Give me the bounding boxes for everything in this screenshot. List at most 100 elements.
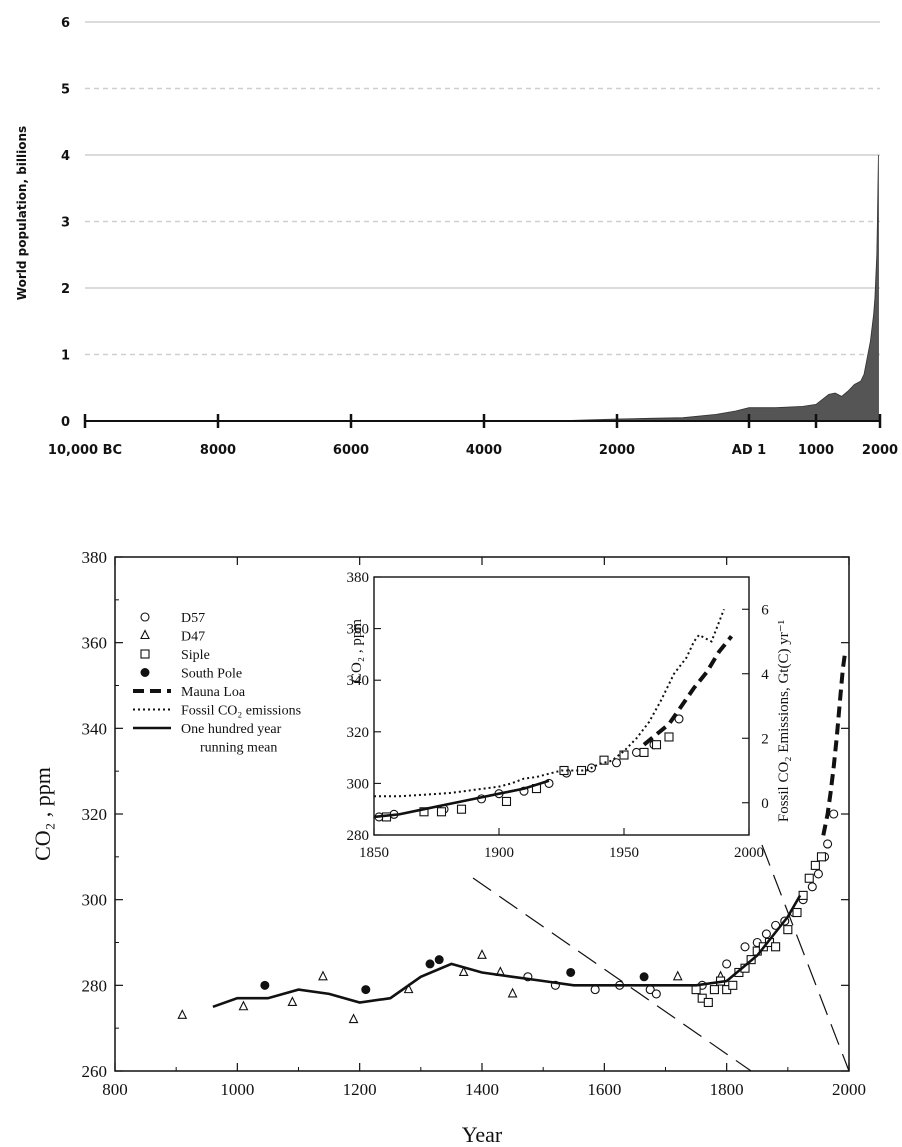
x-tick-label: 800 [102, 1080, 128, 1099]
x-tick-label: 2000 [832, 1080, 866, 1099]
d47-point [403, 983, 414, 994]
legend-marker [140, 612, 150, 622]
y-tick-label: 260 [82, 1062, 108, 1081]
siple-point [810, 860, 820, 870]
legend-label: Fossil CO₂ emissions [181, 704, 301, 719]
y-tick-label: 1 [61, 349, 70, 364]
siple-point [783, 925, 793, 935]
south-pole-point [425, 959, 435, 969]
y-tick-label: 300 [82, 891, 108, 910]
inset-x-tick-label: 2000 [734, 845, 764, 861]
y-tick-label: 380 [82, 548, 108, 567]
x-tick-label: 10,000 BC [48, 443, 122, 458]
siple-point [703, 997, 713, 1008]
x-tick-label: 2000 [599, 443, 635, 458]
inset-mauna-loa-line [642, 635, 734, 747]
y-tick-label: 4 [61, 149, 70, 164]
d47-point [177, 1009, 188, 1019]
inset-y-axis-label: CO₂ , ppm [349, 619, 365, 683]
x-tick-label: 1200 [343, 1080, 377, 1099]
y-tick-label: 340 [82, 719, 108, 738]
d57-point [722, 959, 732, 969]
y-axis-label: CO₂ , ppm [30, 767, 55, 861]
co2-chart: 800 1000 1200 1400 1600 1800 20002602803003203… [30, 548, 866, 1147]
y-axis-label: World population, billions [15, 126, 29, 300]
inset-y-tick-label: 300 [347, 776, 370, 792]
inset-siple-point [436, 807, 447, 817]
inset-siple-point [599, 755, 609, 765]
d47-point [238, 1000, 249, 1011]
inset-y-tick-label: 360 [347, 622, 370, 638]
y-tick-label: 3 [61, 216, 70, 231]
y-tick-label: 2 [61, 282, 70, 297]
d47-point [287, 996, 298, 1007]
siple-point [691, 985, 701, 995]
x-tick-label: 8000 [200, 443, 236, 458]
x-tick-label: 1800 [710, 1080, 744, 1099]
x-tick-label: 2000 [862, 443, 898, 458]
x-tick-label: 4000 [466, 443, 502, 458]
d57-point [740, 942, 750, 952]
siple-point [816, 852, 827, 862]
d57-point [813, 869, 823, 879]
inset-frame [373, 576, 750, 836]
zoom-connector [761, 844, 850, 1072]
inset-d57-point [631, 747, 642, 757]
inset-one-hundred-year-running-mean-line [373, 779, 550, 819]
x-axis-label: Year [462, 1122, 503, 1147]
inset-siple-point [456, 804, 467, 814]
inset-siple-point [639, 747, 649, 757]
inset-siple-point [651, 740, 662, 750]
inset-y2-tick-label: 2 [761, 731, 769, 747]
inset-siple-point [619, 750, 629, 760]
legend-label: Siple [181, 648, 210, 663]
inset-y2-tick-label: 4 [761, 667, 769, 683]
y-tick-label: 5 [61, 83, 70, 98]
zoom-connector [472, 877, 752, 1072]
d47-point [458, 966, 469, 977]
x-tick-label: AD 1 [732, 443, 766, 458]
south-pole-point [361, 985, 371, 995]
inset-siple-point [419, 807, 429, 817]
y-tick-label: 360 [82, 634, 108, 653]
population-chart: 0 1 2 3 4 5 6 World population, billions 10,000 … [15, 16, 898, 458]
population-area [85, 154, 879, 422]
legend-label: Mauna Loa [181, 685, 246, 700]
d57-point [823, 839, 833, 849]
d47-point [348, 1013, 359, 1024]
siple-point [792, 907, 802, 918]
legend-label: running mean [200, 741, 277, 756]
inset-fossil-co-emissions-line [374, 608, 725, 798]
inset-y2-tick-label: 6 [761, 602, 769, 618]
inset-y-tick-label: 380 [347, 570, 370, 586]
inset-siple-point [664, 732, 674, 742]
d47-point [507, 987, 518, 998]
d47-point [477, 949, 487, 959]
south-pole-point [639, 972, 649, 982]
inset-y-tick-label: 280 [347, 828, 370, 844]
x-tick-label: 6000 [333, 443, 369, 458]
legend-label: D47 [181, 630, 205, 645]
mauna-loa-line [821, 655, 847, 836]
siple-point [728, 980, 738, 990]
inset-x-tick-label: 1900 [484, 845, 514, 861]
inset-chart: 1850 1900 1950 2000 280 300 320 340 360 380 0 2 4 6 CO… [347, 570, 793, 861]
x-tick-label: 1000 [798, 443, 834, 458]
legend-marker [140, 649, 150, 659]
inset-x-tick-label: 1950 [609, 845, 639, 861]
x-tick-label: 1000 [220, 1080, 254, 1099]
y-tick-label: 0 [61, 415, 70, 430]
inset-y2-axis-label: Fossil CO₂ Emissions, Gt(C) yr⁻¹ [776, 620, 792, 822]
legend-label: South Pole [181, 667, 242, 682]
legend-marker [140, 629, 150, 640]
inset-y-tick-label: 340 [347, 673, 370, 689]
legend-marker [140, 668, 150, 677]
siple-point [804, 873, 814, 883]
legend-label: One hundred year [181, 722, 282, 737]
south-pole-point [434, 955, 444, 965]
siple-point [771, 942, 781, 952]
inset-y-tick-label: 320 [347, 725, 370, 741]
inset-y2-tick-label: 0 [761, 796, 769, 812]
d57-point [590, 985, 600, 995]
